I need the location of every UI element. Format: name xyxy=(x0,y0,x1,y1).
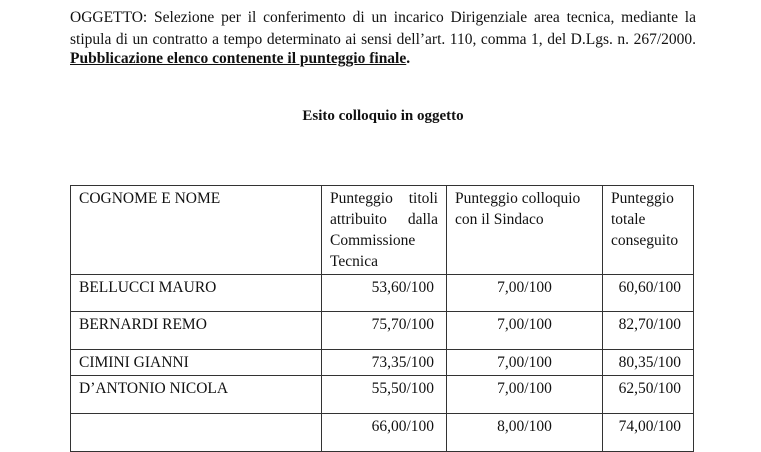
table-row: D’ANTONIO NICOLA 55,50/100 7,00/100 62,5… xyxy=(70,375,694,414)
cell-titles: 75,70/100 xyxy=(321,311,447,350)
subject-line-2: stipula di un contratto a tempo determin… xyxy=(70,31,696,48)
cell-total: 74,00/100 xyxy=(602,413,694,452)
period: . xyxy=(406,50,411,67)
cell-total: 62,50/100 xyxy=(602,375,694,414)
section-title: Esito colloquio in oggetto xyxy=(302,108,464,124)
cell-titles: 73,35/100 xyxy=(321,349,447,376)
table-row: BELLUCCI MAURO 53,60/100 7,00/100 60,60/… xyxy=(70,274,694,312)
cell-total: 82,70/100 xyxy=(602,311,694,350)
cell-interview: 7,00/100 xyxy=(446,311,603,350)
cell-total: 80,35/100 xyxy=(602,349,694,376)
header-total-score: Punteggio totale conseguito xyxy=(602,185,694,275)
header-name: COGNOME E NOME xyxy=(70,185,322,275)
cell-interview: 8,00/100 xyxy=(446,413,603,452)
table-row: CIMINI GIANNI 73,35/100 7,00/100 80,35/1… xyxy=(70,349,694,376)
cell-interview: 7,00/100 xyxy=(446,274,603,312)
table-header-row: COGNOME E NOME Punteggio titoli attribui… xyxy=(70,185,694,275)
cell-titles: 66,00/100 xyxy=(321,413,447,452)
cell-name: D’ANTONIO NICOLA xyxy=(70,375,322,414)
table-row: BERNARDI REMO 75,70/100 7,00/100 82,70/1… xyxy=(70,311,694,350)
results-table: COGNOME E NOME Punteggio titoli attribui… xyxy=(70,185,694,452)
cell-total: 60,60/100 xyxy=(602,274,694,312)
cell-interview: 7,00/100 xyxy=(446,349,603,376)
header-interview-score: Punteggio colloquio con il Sindaco xyxy=(446,185,603,275)
cell-name: CIMINI GIANNI xyxy=(70,349,322,376)
table-row: 66,00/100 8,00/100 74,00/100 xyxy=(70,413,694,452)
subject-line-1: OGGETTO: Selezione per il conferimento d… xyxy=(70,9,696,26)
cell-interview: 7,00/100 xyxy=(446,375,603,414)
header-titles-score: Punteggio titoli attribuito dalla Commis… xyxy=(321,185,447,275)
cell-name: BELLUCCI MAURO xyxy=(70,274,322,312)
cell-titles: 55,50/100 xyxy=(321,375,447,414)
subject-line-3: Pubblicazione elenco contenente il punte… xyxy=(70,49,696,69)
publication-heading: Pubblicazione elenco contenente il punte… xyxy=(70,50,407,67)
cell-name xyxy=(70,413,322,452)
cell-name: BERNARDI REMO xyxy=(70,311,322,350)
cell-titles: 53,60/100 xyxy=(321,274,447,312)
